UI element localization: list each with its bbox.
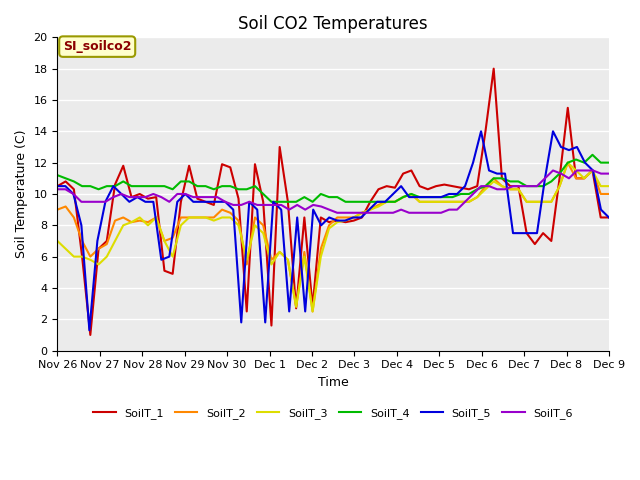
SoilT_1 [506,183,514,189]
SoilT_3 [457,199,465,204]
Text: SI_soilco2: SI_soilco2 [63,40,131,53]
SoilT_4 [498,175,506,181]
SoilT_2 [547,199,555,204]
SoilT_2 [605,191,612,197]
Line: SoilT_3: SoilT_3 [58,163,609,312]
SoilT_2 [308,309,316,314]
SoilT_5 [477,129,485,134]
SoilT_4 [268,199,275,204]
SoilT_3 [556,183,563,189]
SoilT_1 [457,185,465,191]
X-axis label: Time: Time [318,376,349,389]
Legend: SoilT_1, SoilT_2, SoilT_3, SoilT_4, SoilT_5, SoilT_6: SoilT_1, SoilT_2, SoilT_3, SoilT_4, Soil… [89,403,577,423]
SoilT_5 [365,207,373,213]
SoilT_3 [605,183,612,189]
SoilT_3 [308,309,316,314]
SoilT_6 [221,199,229,204]
SoilT_1 [86,332,94,338]
Line: SoilT_4: SoilT_4 [58,155,609,202]
SoilT_5 [189,199,197,204]
SoilT_1 [432,183,440,189]
SoilT_1 [564,105,572,111]
SoilT_6 [533,183,541,189]
SoilT_2 [564,160,572,166]
SoilT_4 [564,160,572,166]
SoilT_6 [605,171,612,177]
SoilT_4 [432,194,440,200]
SoilT_4 [547,179,555,184]
SoilT_5 [605,215,612,220]
SoilT_1 [572,175,580,181]
SoilT_5 [86,327,93,333]
SoilT_3 [498,183,506,189]
Line: SoilT_6: SoilT_6 [58,170,609,213]
SoilT_2 [556,183,563,189]
SoilT_6 [285,207,293,213]
SoilT_5 [293,215,301,220]
SoilT_1 [490,66,497,72]
Y-axis label: Soil Temperature (C): Soil Temperature (C) [15,130,28,258]
SoilT_2 [572,175,580,181]
Line: SoilT_5: SoilT_5 [58,132,609,330]
SoilT_2 [54,207,61,213]
SoilT_6 [549,168,557,173]
SoilT_6 [333,210,341,216]
SoilT_6 [125,194,133,200]
SoilT_1 [556,175,563,181]
SoilT_1 [54,183,61,189]
SoilT_6 [54,186,61,192]
SoilT_3 [547,199,555,204]
SoilT_4 [54,172,61,178]
SoilT_2 [432,199,440,204]
SoilT_2 [498,183,506,189]
SoilT_5 [134,194,141,200]
SoilT_4 [457,191,465,197]
SoilT_3 [432,199,440,204]
SoilT_4 [589,152,596,158]
SoilT_6 [365,210,373,216]
Line: SoilT_2: SoilT_2 [58,163,609,312]
SoilT_5 [541,175,549,181]
SoilT_2 [457,199,465,204]
SoilT_3 [54,238,61,244]
SoilT_5 [54,183,61,189]
SoilT_4 [605,160,612,166]
Title: Soil CO2 Temperatures: Soil CO2 Temperatures [238,15,428,33]
SoilT_1 [605,215,612,220]
Line: SoilT_1: SoilT_1 [58,69,609,335]
SoilT_3 [564,160,572,166]
SoilT_4 [556,171,563,177]
SoilT_3 [572,168,580,173]
SoilT_6 [182,191,189,197]
SoilT_5 [229,207,237,213]
